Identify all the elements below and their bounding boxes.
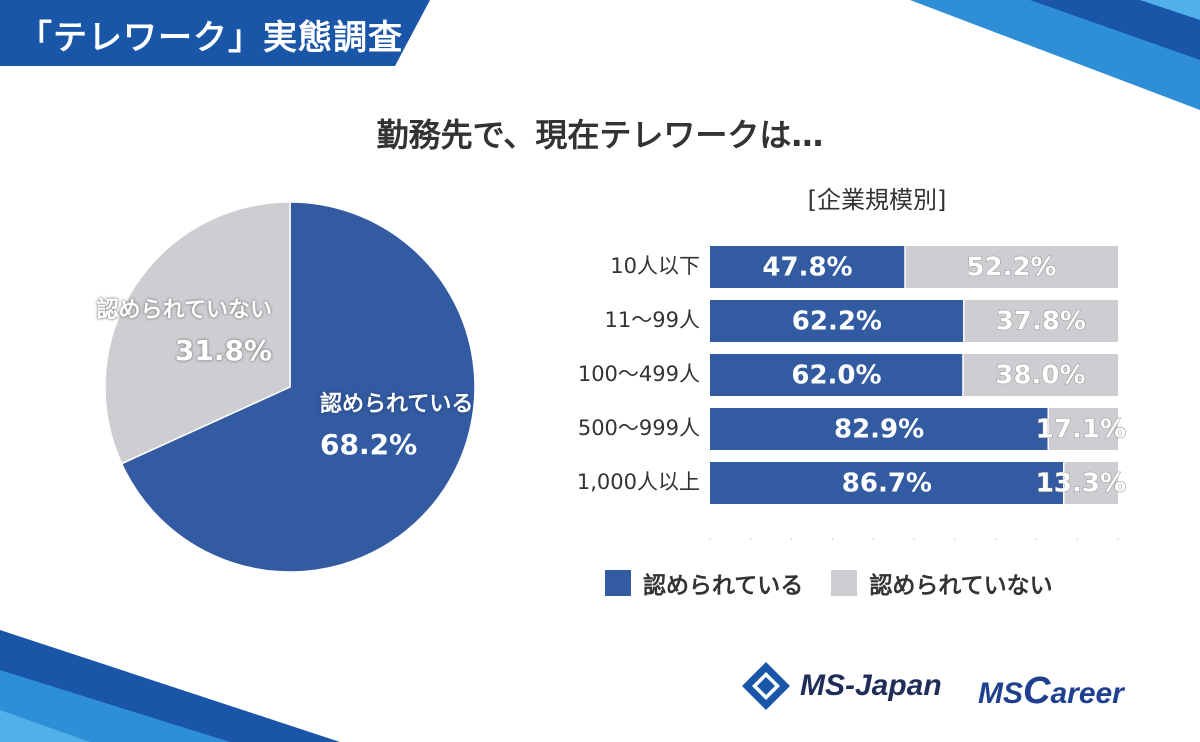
data-label-not-allowed: 38.0%	[995, 361, 1085, 391]
main-title: 勤務先で、現在テレワークは…	[376, 116, 824, 154]
bar-chart-subtitle: [企業規模別]	[807, 186, 947, 214]
pie-label-not-allowed-name: 認められていない	[96, 298, 272, 323]
legend-swatch-not-allowed	[831, 570, 858, 596]
bar-segment-not-allowed	[962, 354, 1118, 396]
pie-slice-allowed	[120, 201, 476, 573]
data-label-not-allowed: 52.2%	[966, 253, 1056, 283]
data-label-allowed: 47.8%	[762, 253, 852, 283]
bar-segment-not-allowed	[905, 246, 1118, 288]
data-label-allowed: 82.9%	[834, 415, 924, 445]
pie-label-allowed: 認められている 68.2%	[320, 386, 473, 461]
data-label-allowed: 62.2%	[792, 307, 882, 337]
category-label: 100〜499人	[578, 362, 700, 386]
ms-japan-logo: MS-Japan	[740, 660, 942, 712]
bottom-left-stripes	[0, 630, 340, 742]
ms-career-rest: areer	[1050, 677, 1124, 710]
bar-segment-allowed	[710, 408, 1049, 450]
legend-swatch-allowed	[605, 570, 631, 596]
ms-japan-logo-text: MS-Japan	[800, 669, 942, 702]
legend-label-not-allowed: 認められていない	[869, 573, 1053, 599]
bar-segment-not-allowed	[963, 300, 1118, 342]
category-label: 500〜999人	[578, 416, 700, 440]
bar-segment-allowed	[710, 462, 1064, 504]
data-label-allowed: 62.0%	[791, 361, 881, 391]
legend-label-allowed: 認められている	[643, 573, 804, 599]
bar-segment-allowed	[710, 300, 964, 342]
bar-segment-allowed	[710, 354, 963, 396]
ms-japan-diamond-icon	[742, 662, 790, 710]
stacked-bar-chart: 10人以下 47.8% 52.2% 11〜99人 62.2% 37.8% 100〜499人 6…	[577, 246, 1126, 540]
top-right-stripes	[910, 0, 1200, 110]
ms-career-logo: MSCareer	[978, 670, 1124, 713]
data-label-not-allowed: 17.1%	[1036, 415, 1126, 445]
data-label-allowed: 86.7%	[842, 469, 932, 499]
category-label: 11〜99人	[605, 308, 700, 332]
data-label-not-allowed: 13.3%	[1036, 469, 1126, 499]
pie-label-not-allowed: 認められていない 31.8%	[72, 292, 272, 367]
pie-chart	[104, 201, 476, 573]
pie-label-allowed-value: 68.2%	[320, 428, 418, 461]
survey-title: 「テレワーク」実態調査	[18, 18, 403, 58]
pie-label-not-allowed-value: 31.8%	[174, 334, 272, 367]
pie-slice-not-allowed	[104, 201, 291, 465]
category-label: 1,000人以上	[577, 470, 700, 494]
ms-career-c: C	[1023, 670, 1051, 712]
title-banner	[0, 0, 430, 66]
data-label-not-allowed: 37.8%	[996, 307, 1086, 337]
pie-label-allowed-name: 認められている	[320, 392, 474, 417]
category-label: 10人以下	[610, 254, 700, 278]
bar-segment-allowed	[710, 246, 906, 288]
ms-career-prefix: MS	[978, 677, 1023, 710]
bar-segment-not-allowed	[1063, 462, 1118, 504]
legend: 認められている 認められていない	[605, 566, 1081, 600]
bar-segment-not-allowed	[1048, 408, 1118, 450]
